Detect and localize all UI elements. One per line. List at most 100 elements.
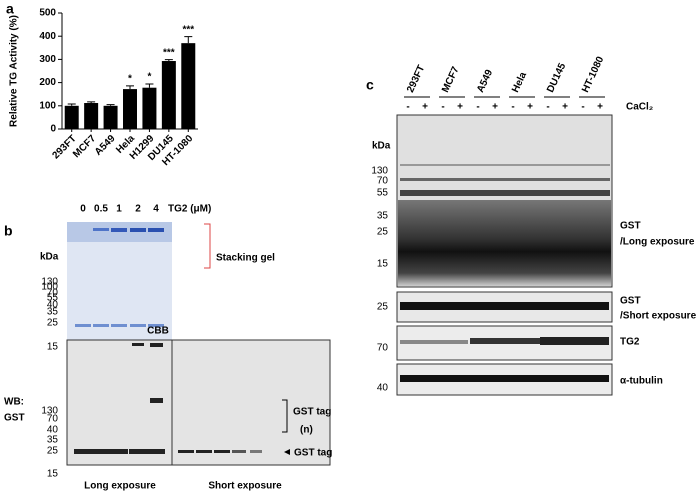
bar: [142, 87, 157, 129]
marker: 25: [377, 227, 389, 238]
cell-line: DU145: [545, 61, 568, 94]
tg2-bands: [400, 337, 609, 345]
significance: ***: [182, 24, 194, 35]
sign: -: [441, 102, 444, 113]
significance: ***: [163, 47, 175, 58]
marker: 70: [377, 176, 389, 187]
concentration-title: TG2 (μM): [168, 204, 211, 215]
sign: +: [562, 102, 568, 113]
kda-label: kDa: [372, 141, 391, 152]
gst-tag: GST tag: [294, 448, 332, 459]
bar: [84, 103, 99, 129]
sign: +: [492, 102, 498, 113]
bar: [64, 105, 79, 129]
y-tick-label: 100: [39, 100, 56, 111]
short-label: /Short exposure: [620, 311, 697, 322]
marker: 35: [47, 307, 59, 318]
error-bar: [184, 36, 193, 44]
y-tick-label: 300: [39, 54, 56, 65]
marker: 15: [47, 469, 59, 480]
marker: 35: [377, 211, 389, 222]
n-label: (n): [300, 425, 313, 436]
y-tick-label: 500: [39, 8, 56, 19]
marker: 40: [47, 425, 59, 436]
lane-label: 4: [153, 204, 159, 215]
marker: 130: [41, 406, 58, 417]
marker: 15: [377, 259, 389, 270]
error-bar: [106, 104, 115, 106]
bar: [103, 105, 118, 129]
wb-target: GST: [4, 413, 25, 424]
cell-line: HT-1080: [580, 55, 606, 95]
smear: [398, 200, 611, 286]
marker: 15: [47, 342, 59, 353]
significance: *: [128, 73, 132, 84]
y-tick-label: 0: [50, 124, 56, 135]
marker: 70: [47, 414, 59, 425]
marker: 35: [47, 435, 59, 446]
marker: 130: [41, 277, 58, 288]
cell-line: Hela: [510, 70, 529, 94]
cbb-bands: [75, 228, 164, 327]
error-bar: [164, 59, 173, 62]
marker: 130: [371, 166, 388, 177]
long-bands: [400, 164, 610, 196]
sign: -: [406, 102, 409, 113]
y-tick-label: 200: [39, 77, 56, 88]
y-axis-label: Relative TG Activity (%): [9, 15, 20, 127]
marker: 25: [377, 302, 389, 313]
wb-blot: [66, 339, 331, 466]
sign: +: [422, 102, 428, 113]
gst-label: GST: [620, 296, 641, 307]
x-tick-label: MCF7: [71, 133, 98, 160]
tg2-label: TG2: [620, 337, 640, 348]
arrow: [284, 449, 290, 455]
marker: 55: [377, 188, 389, 199]
cacl2-label: CaCl₂: [626, 102, 653, 113]
error-bar: [145, 83, 154, 88]
lane-label: 1: [116, 204, 122, 215]
error-bar: [126, 85, 134, 90]
marker: 25: [47, 318, 59, 329]
sign: +: [527, 102, 533, 113]
marker: 70: [377, 343, 389, 354]
cell-line: A549: [475, 68, 495, 95]
error-bar: [67, 103, 76, 106]
x-tick-label: A549: [93, 133, 118, 158]
marker: 40: [47, 300, 59, 311]
bar: [123, 89, 137, 129]
long-label: Long exposure: [84, 481, 156, 492]
sign: -: [476, 102, 479, 113]
marker: 55: [47, 293, 59, 304]
gst-tag-n: GST tag: [293, 407, 331, 418]
bracket: [282, 399, 288, 433]
error-bar: [87, 101, 96, 104]
panel-label: b: [4, 223, 13, 239]
gst-label: GST: [620, 221, 641, 232]
sign: -: [511, 102, 514, 113]
sign: +: [597, 102, 603, 113]
lane-label: 0: [80, 204, 86, 215]
y-tick-label: 400: [39, 31, 56, 42]
lane-label: 0.5: [94, 204, 108, 215]
cbb-label: CBB: [147, 326, 169, 337]
kda-label: kDa: [40, 252, 59, 263]
short-label: Short exposure: [208, 481, 282, 492]
marker: 70: [47, 288, 59, 299]
tubulin-label: α-tubulin: [620, 376, 663, 387]
tubulin-band: [400, 375, 609, 382]
marker: 40: [377, 383, 389, 394]
long-label: /Long exposure: [620, 237, 695, 248]
cell-line: 293FT: [405, 64, 427, 95]
marker: 100: [41, 282, 58, 293]
sign: +: [457, 102, 463, 113]
panel-label: a: [6, 1, 14, 17]
lane-label: 2: [135, 204, 141, 215]
stacking-bracket: [204, 223, 211, 269]
sign: -: [546, 102, 549, 113]
marker: 25: [47, 446, 59, 457]
short-band: [400, 302, 609, 310]
cell-line: MCF7: [440, 65, 462, 95]
wb-label: WB:: [4, 397, 24, 408]
significance: *: [147, 72, 151, 83]
